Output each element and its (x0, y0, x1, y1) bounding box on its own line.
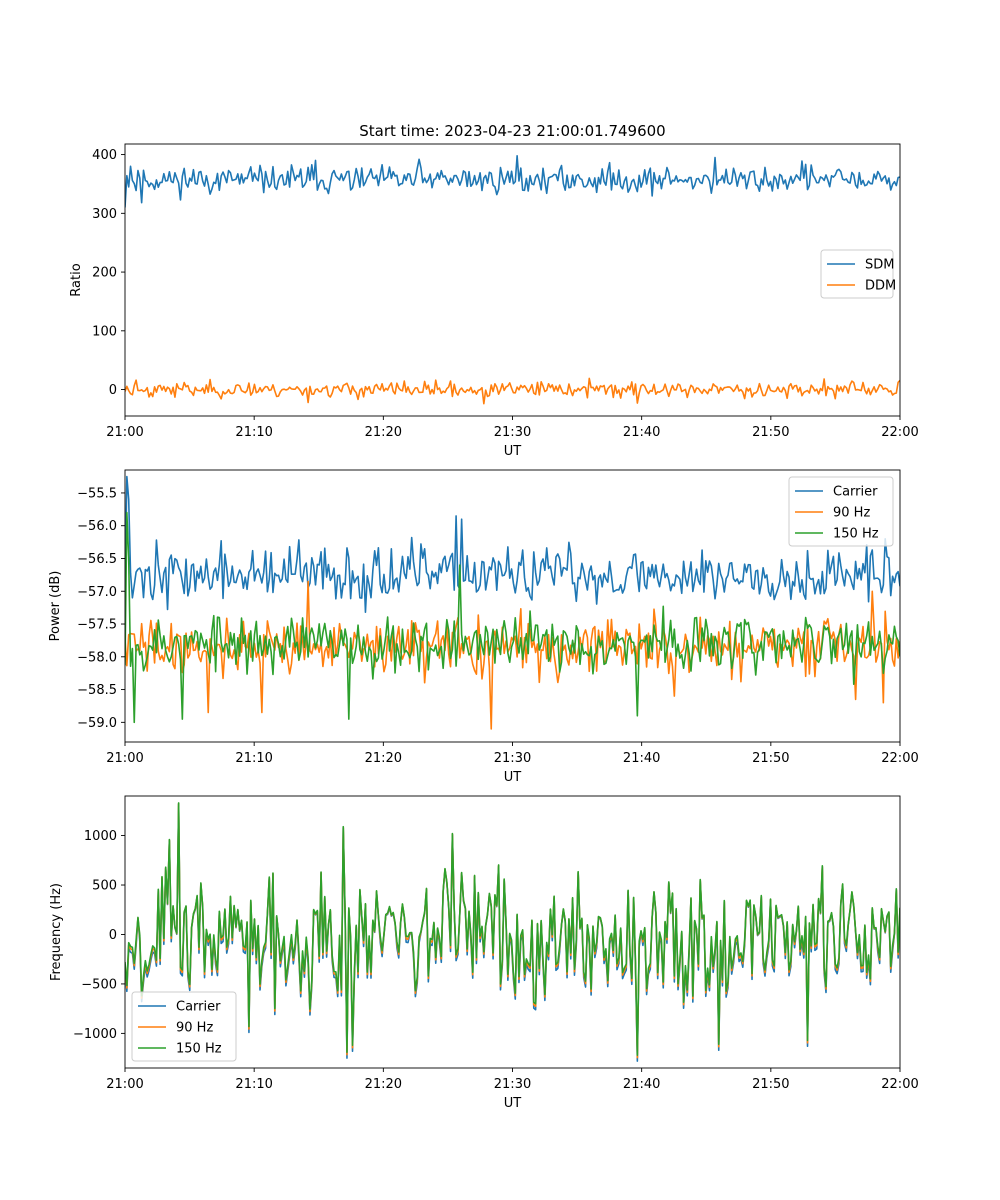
power-panel: 21:00 21:10 21:20 21:30 21:40 21:50 22:00 −59.0… (48, 469, 919, 785)
legend-label: SDM (865, 258, 894, 273)
legend: Carrier 90 Hz 150 Hz (131, 991, 237, 1062)
y-tick-label: −1000 (73, 1027, 117, 1042)
x-tick-label: 22:00 (881, 425, 918, 440)
plot-lines (125, 154, 900, 405)
plot-lines (125, 475, 900, 730)
series-line-ddm (125, 377, 900, 405)
x-tick-label: 21:50 (752, 751, 789, 766)
legend: SDM DDM (820, 249, 896, 299)
x-tick-label: 21:30 (494, 425, 531, 440)
legend-box (131, 991, 237, 1062)
y-tick-label: −58.5 (77, 683, 117, 698)
y-tick-label: 300 (92, 207, 117, 222)
x-tick-label: 21:10 (235, 425, 272, 440)
legend: Carrier 90 Hz 150 Hz (788, 476, 894, 547)
y-tick-label: −500 (81, 977, 117, 992)
y-tick-label: −58.0 (77, 650, 117, 665)
legend-box (820, 249, 894, 299)
legend-box (788, 476, 894, 547)
legend-label: 150 Hz (833, 527, 879, 542)
series-line-150-hz (125, 802, 900, 1056)
x-tick-label: 21:10 (235, 751, 272, 766)
ratio-panel: 21:00 21:10 21:20 21:30 21:40 21:50 22:00 0 100 2… (69, 143, 919, 459)
series-line-sdm (125, 154, 900, 208)
y-tick-label: 500 (92, 879, 117, 894)
y-tick-label: −56.5 (77, 552, 117, 567)
x-tick-label: 21:00 (106, 751, 143, 766)
legend-label: 90 Hz (833, 506, 870, 521)
y-tick-label: −57.0 (77, 585, 117, 600)
y-tick-label: 400 (92, 148, 117, 163)
y-tick-label: −56.0 (77, 519, 117, 534)
legend-label: Carrier (176, 1000, 221, 1015)
x-tick-label: 21:10 (235, 1077, 272, 1092)
x-tick-label: 21:20 (365, 425, 402, 440)
y-axis-label: Frequency (Hz) (49, 883, 64, 981)
y-tick-label: 1000 (84, 829, 117, 844)
y-axis-label: Power (dB) (48, 571, 63, 642)
y-tick-label: −55.5 (77, 486, 117, 501)
x-tick-label: 21:40 (623, 425, 660, 440)
y-tick-label: 100 (92, 324, 117, 339)
legend-label: Carrier (833, 485, 878, 500)
x-tick-label: 21:30 (494, 1077, 531, 1092)
plot-lines (125, 802, 900, 1062)
x-axis-label: UT (504, 444, 522, 459)
y-tick-label: 0 (109, 928, 117, 943)
x-tick-label: 22:00 (881, 1077, 918, 1092)
series-line-carrier (125, 475, 900, 614)
x-tick-label: 21:00 (106, 425, 143, 440)
legend-label: 150 Hz (176, 1042, 222, 1057)
x-axis-label: UT (504, 1096, 522, 1111)
x-tick-label: 21:00 (106, 1077, 143, 1092)
y-axis-label: Ratio (69, 263, 84, 296)
x-tick-label: 22:00 (881, 751, 918, 766)
x-tick-label: 21:30 (494, 751, 531, 766)
x-tick-label: 21:50 (752, 425, 789, 440)
y-tick-label: −57.5 (77, 618, 117, 633)
x-tick-label: 21:40 (623, 751, 660, 766)
x-tick-label: 21:50 (752, 1077, 789, 1092)
x-tick-label: 21:40 (623, 1077, 660, 1092)
x-tick-label: 21:20 (365, 751, 402, 766)
figure-title: Start time: 2023-04-23 21:00:01.749600 (359, 122, 665, 140)
frequency-panel: 21:00 21:10 21:20 21:30 21:40 21:50 22:00 −1000… (49, 795, 919, 1111)
y-tick-label: 0 (109, 383, 117, 398)
legend-label: 90 Hz (176, 1021, 213, 1036)
legend-label: DDM (865, 279, 896, 294)
x-axis-label: UT (504, 770, 522, 785)
y-tick-label: −59.0 (77, 716, 117, 731)
x-tick-label: 21:20 (365, 1077, 402, 1092)
series-line-150-hz (125, 511, 900, 724)
y-tick-label: 200 (92, 266, 117, 281)
